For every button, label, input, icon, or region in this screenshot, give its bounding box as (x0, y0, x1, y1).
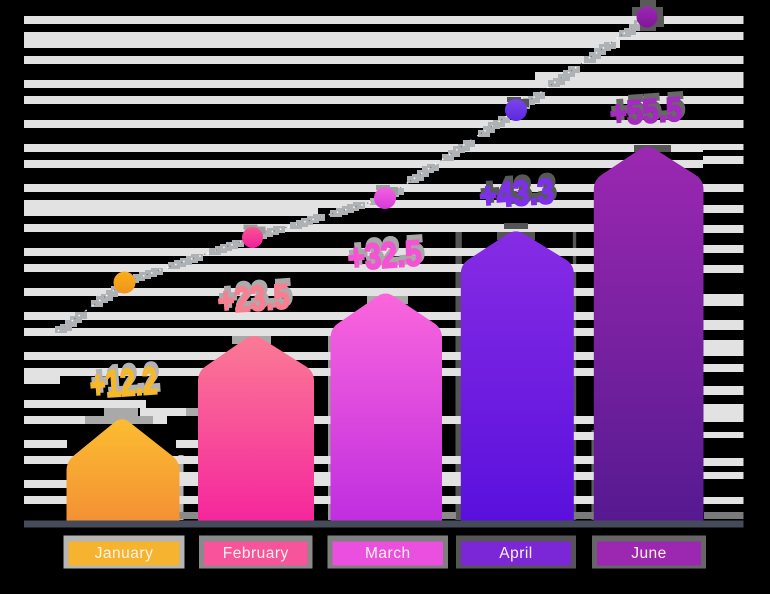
svg-text:+12.2: +12.2 (88, 359, 158, 406)
svg-text:March: March (365, 545, 411, 562)
svg-text:January: January (95, 545, 154, 562)
svg-text:February: February (223, 545, 289, 562)
svg-text:April: April (499, 545, 533, 562)
svg-text:+55.5: +55.5 (609, 90, 683, 133)
svg-text:June: June (631, 545, 667, 562)
svg-text:+43.3: +43.3 (480, 167, 557, 211)
svg-text:+23.5: +23.5 (216, 276, 290, 320)
svg-text:+23.5: +23.5 (218, 272, 292, 316)
svg-text:+32.5: +32.5 (348, 228, 424, 274)
svg-text:+43.3: +43.3 (478, 171, 555, 215)
svg-text:+55.5: +55.5 (611, 86, 685, 129)
svg-text:+32.5: +32.5 (346, 232, 422, 278)
svg-text:+12.2: +12.2 (90, 355, 160, 402)
